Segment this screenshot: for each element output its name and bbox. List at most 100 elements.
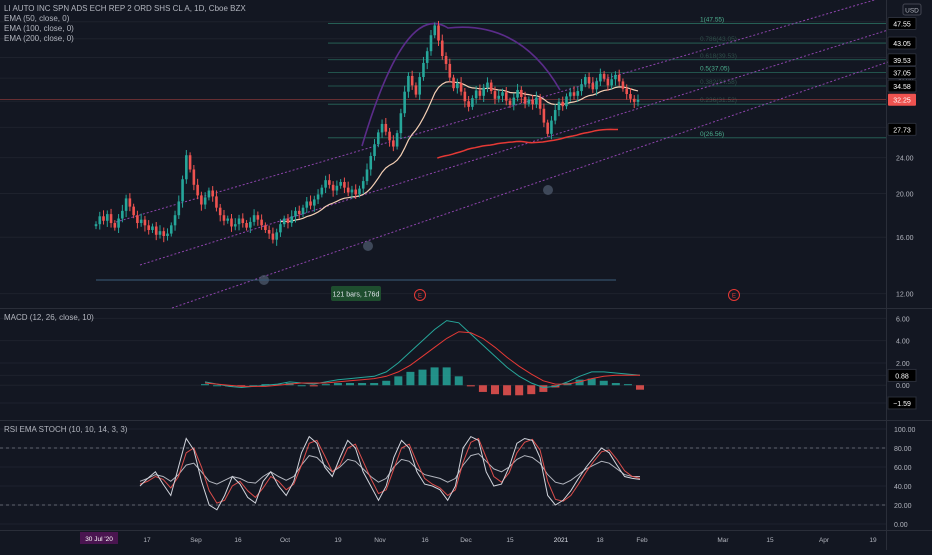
measure-label-box <box>331 286 381 301</box>
candle-body <box>128 198 132 207</box>
rsi-legend: RSI EMA STOCH (10, 10, 14, 3, 3) <box>4 425 127 435</box>
candle-body <box>572 92 576 96</box>
candle-body <box>282 218 286 225</box>
candle-body <box>433 25 437 36</box>
price-label: 34.58 <box>893 84 911 91</box>
earnings-marker <box>414 289 426 301</box>
rsi-tick-label: 60.00 <box>894 465 912 472</box>
candle-body <box>203 197 207 205</box>
candle-body <box>474 90 478 99</box>
candle-body <box>595 81 598 90</box>
candle-body <box>316 194 320 200</box>
candle-body <box>580 84 583 92</box>
candle-body <box>591 83 595 90</box>
macd-histogram-bar <box>623 384 632 386</box>
candle-body <box>105 214 109 221</box>
candle-body <box>542 108 546 123</box>
candle-body <box>587 77 591 84</box>
candle-body <box>324 180 327 188</box>
macd-histogram-bar <box>249 385 258 387</box>
candle-body <box>117 218 120 228</box>
candle-body <box>162 231 166 236</box>
candle-body <box>527 99 531 104</box>
candle-body <box>350 189 354 193</box>
candle-body <box>237 218 241 225</box>
candle-body <box>456 83 459 89</box>
candle-body <box>584 77 587 85</box>
candle-body <box>501 92 504 96</box>
candle-body <box>169 225 173 234</box>
rsi-tick-label: 20.00 <box>894 503 912 510</box>
candle-body <box>207 190 211 198</box>
candle-body <box>418 77 421 95</box>
candle-body <box>256 215 260 220</box>
macd-value-label: 0.88 <box>895 373 909 380</box>
candle-body <box>625 88 629 95</box>
touch-point-marker <box>543 185 553 195</box>
main-legend: LI AUTO INC SPN ADS ECH REP 2 ORD SHS CL… <box>4 4 246 44</box>
macd-histogram-bar <box>370 383 379 386</box>
candle-body <box>384 123 388 132</box>
macd-histogram-bar <box>491 385 499 395</box>
candle-body <box>531 99 534 105</box>
symbol-title: LI AUTO INC SPN ADS ECH REP 2 ORD SHS CL… <box>4 4 246 13</box>
candle-body <box>568 92 572 97</box>
candle-body <box>636 99 640 102</box>
rsi-tick-label: 0.00 <box>894 522 908 529</box>
measure-label: 121 bars, 176d <box>333 292 380 299</box>
candle-body <box>452 77 455 89</box>
candle-body <box>610 79 613 86</box>
candle-body <box>463 91 467 102</box>
time-tick-label: Nov <box>374 537 386 544</box>
ema50-label: EMA (50, close, 0) <box>4 14 70 23</box>
candle-body <box>459 83 463 92</box>
candle-body <box>109 214 113 224</box>
candle-body <box>200 195 203 205</box>
signal-line <box>204 331 640 387</box>
time-tick-label: 15 <box>766 537 774 544</box>
earnings-marker-label: E <box>732 294 736 300</box>
macd-histogram-bar <box>213 385 222 387</box>
candle-body <box>297 210 301 215</box>
time-tick-label: 15 <box>506 537 514 544</box>
stoch-d-line <box>139 437 641 504</box>
candle-body <box>565 96 568 107</box>
candle-body <box>331 184 335 191</box>
price-label: 39.53 <box>893 58 911 65</box>
candle-body <box>154 226 158 235</box>
candle-body <box>380 123 384 133</box>
macd-histogram-bar <box>454 376 463 386</box>
candle-body <box>516 89 519 98</box>
candle-body <box>286 218 290 224</box>
macd-histogram-bar <box>587 378 596 386</box>
ema200-line <box>437 128 618 159</box>
candle-body <box>422 62 425 78</box>
candle-body <box>166 233 169 236</box>
candle-body <box>440 40 444 57</box>
candle-body <box>309 201 312 206</box>
candle-body <box>403 91 406 114</box>
price-label-box <box>888 93 916 106</box>
candle-body <box>444 56 448 64</box>
time-tick-label: Mar <box>717 537 729 544</box>
price-label: 32.25 <box>893 98 911 105</box>
candle-body <box>489 82 493 92</box>
time-tick-label: 19 <box>869 537 877 544</box>
candle-body <box>98 216 102 225</box>
candle-body <box>369 156 373 170</box>
price-tick-label: 20.00 <box>896 191 914 198</box>
time-tick-label: Oct <box>280 537 290 544</box>
candle-body <box>523 96 527 104</box>
candle-body <box>602 73 606 79</box>
candle-body <box>192 169 196 185</box>
macd-histogram-bar <box>321 384 330 386</box>
rsi-tick-label: 40.00 <box>894 484 912 491</box>
candle-body <box>606 78 610 86</box>
earnings-marker-label: E <box>418 294 422 300</box>
macd-line <box>204 320 641 389</box>
earnings-marker <box>728 289 740 301</box>
candle-body <box>241 218 245 224</box>
macd-histogram-bar <box>382 380 391 386</box>
macd-histogram-bar <box>309 385 318 387</box>
